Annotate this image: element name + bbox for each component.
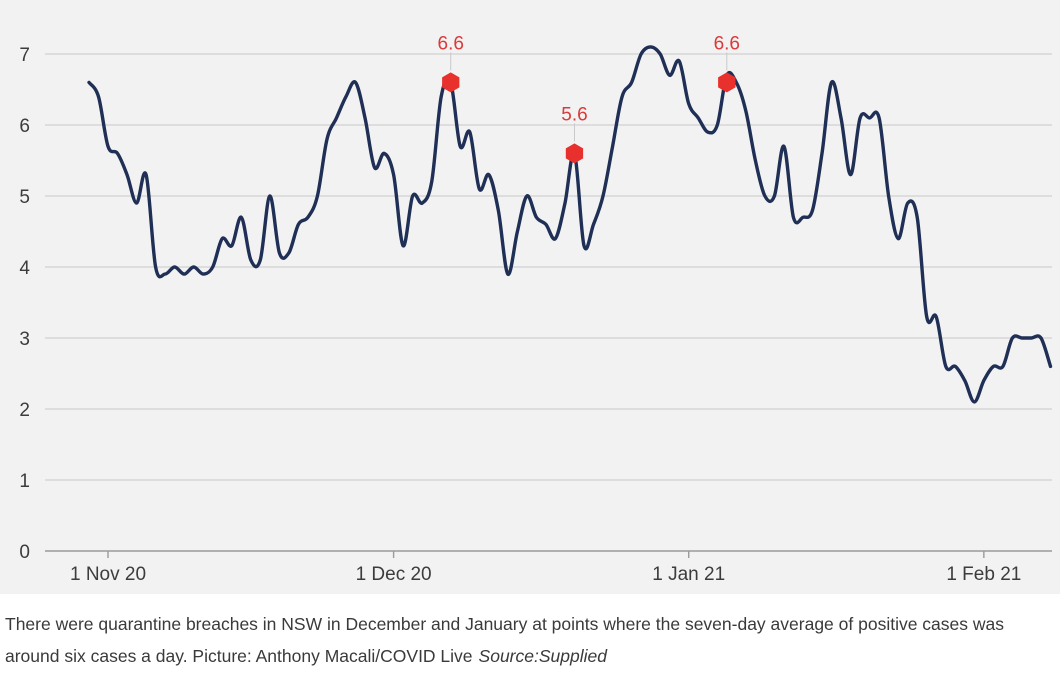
annotation-label: 6.6 bbox=[438, 33, 464, 54]
y-tick-label: 0 bbox=[19, 542, 30, 563]
chart-panel: 0 1 2 3 4 5 6 7 1 Nov 20 1 Dec 20 1 Jan 21 1 Feb 2… bbox=[0, 0, 1060, 594]
annotation-label: 6.6 bbox=[714, 33, 740, 54]
annotation-marker bbox=[442, 72, 460, 93]
y-tick-label: 5 bbox=[19, 187, 30, 208]
series-path bbox=[87, 45, 1053, 404]
annotation-marker bbox=[718, 72, 736, 93]
y-tick-label: 2 bbox=[19, 400, 30, 421]
annotation-label: 5.6 bbox=[561, 104, 587, 125]
caption-source: Source:Supplied bbox=[478, 646, 607, 666]
x-tick-label: 1 Dec 20 bbox=[356, 564, 432, 585]
y-tick-label: 4 bbox=[19, 258, 30, 279]
x-tick-label: 1 Feb 21 bbox=[946, 564, 1021, 585]
caption-text: There were quarantine breaches in NSW in… bbox=[5, 614, 1005, 666]
annotation-marker bbox=[565, 143, 584, 164]
y-tick-label: 1 bbox=[19, 471, 30, 492]
y-tick-label: 6 bbox=[19, 116, 30, 137]
y-tick-label: 7 bbox=[19, 45, 30, 66]
x-tick-label: 1 Nov 20 bbox=[70, 564, 146, 585]
series-line bbox=[87, 45, 1053, 404]
x-axis-ticks: 1 Nov 20 1 Dec 20 1 Jan 21 1 Feb 21 bbox=[70, 551, 1021, 585]
line-chart: 0 1 2 3 4 5 6 7 1 Nov 20 1 Dec 20 1 Jan 21 1 Feb 2… bbox=[19, 33, 1053, 585]
x-tick-label: 1 Jan 21 bbox=[652, 564, 725, 585]
y-tick-label: 3 bbox=[19, 329, 30, 350]
y-axis-ticks: 0 1 2 3 4 5 6 7 bbox=[19, 45, 30, 563]
figure-caption: There were quarantine breaches in NSW in… bbox=[5, 608, 1055, 672]
annotation-markers: 6.6 5.6 6.6 bbox=[438, 33, 740, 164]
gridlines bbox=[45, 53, 1052, 552]
